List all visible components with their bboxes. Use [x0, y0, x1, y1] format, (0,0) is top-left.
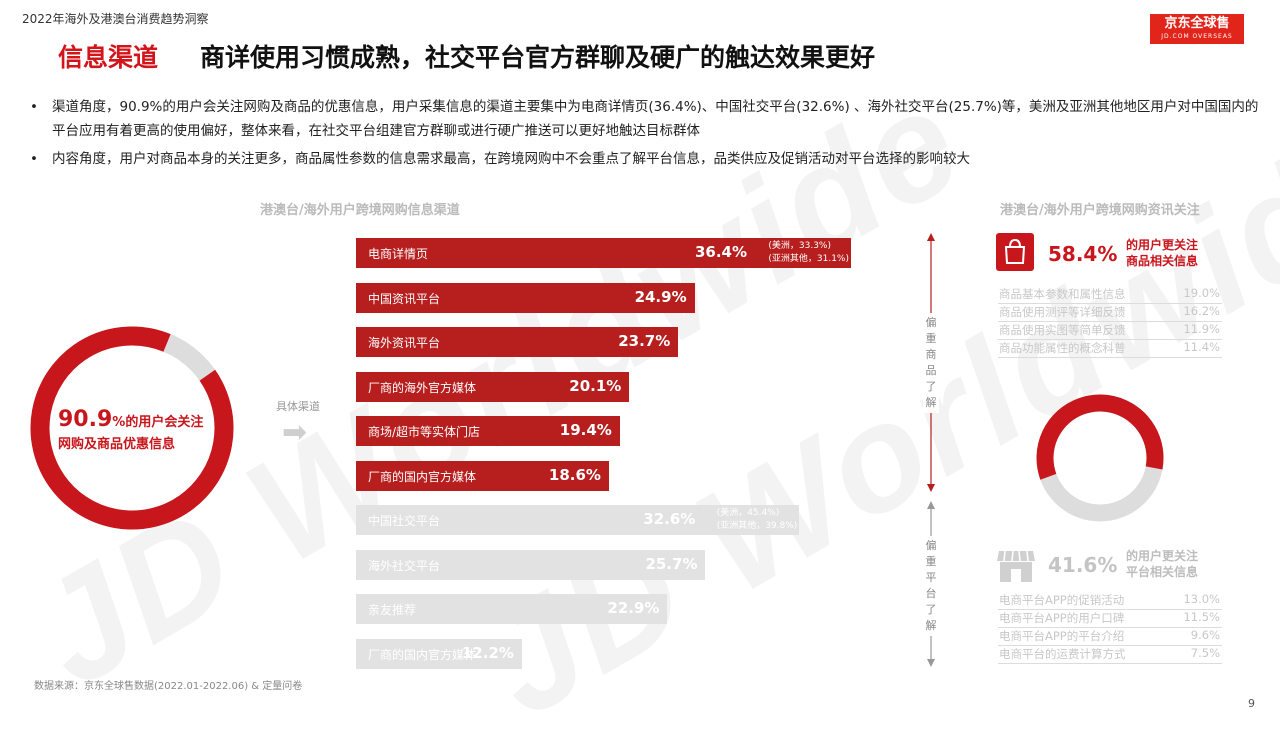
donut-percent-value: 90.9	[58, 407, 113, 432]
donut-percent-unit: %	[112, 415, 126, 430]
product-focus-desc-line2: 商品相关信息	[1126, 254, 1199, 268]
right-arrow-icon: ➡	[282, 415, 308, 450]
bullet-item: • 渠道角度，90.9%的用户会关注网购及商品的优惠信息，用户采集信息的渠道主要…	[30, 95, 1260, 143]
donut-slice-main	[30, 326, 234, 530]
row-label: 电商平台APP的平台介绍	[999, 629, 1125, 643]
group-label-platform: 偏重平台了解	[923, 536, 939, 636]
donut-center-label: 90.9%的用户会关注 网购及商品优惠信息	[58, 408, 203, 455]
side-label: 具体渠道	[276, 400, 320, 413]
product-focus-desc-line1: 的用户更关注	[1126, 238, 1199, 252]
product-focus-percent: 58.4%	[1048, 242, 1118, 266]
row-label: 商品使用测评等详细反馈	[999, 305, 1126, 319]
bullet-dot: •	[30, 99, 38, 115]
bar-chart-title: 港澳台/海外用户跨境网购信息渠道	[260, 203, 460, 218]
row-value: 9.6%	[1190, 628, 1220, 642]
info-focus-title: 港澳台/海外用户跨境网购资讯关注	[1000, 203, 1200, 218]
donut-label-line1: 的用户会关注	[125, 415, 204, 430]
platform-focus-desc-line1: 的用户更关注	[1126, 549, 1199, 563]
platform-focus-percent: 41.6%	[1048, 553, 1118, 577]
page-title-tag: 信息渠道	[58, 43, 159, 72]
row-label: 商品基本参数和属性信息	[999, 287, 1126, 301]
bullet-text: 内容角度，用户对商品本身的关注更多，商品属性参数的信息需求最高，在跨境网购中不会…	[52, 151, 970, 167]
page-number: 9	[1248, 697, 1255, 710]
product-info-row: 商品基本参数和属性信息 19.0%	[998, 286, 1222, 304]
platform-info-row: 电商平台APP的促销活动 13.0%	[998, 592, 1222, 610]
row-value: 11.4%	[1183, 340, 1220, 354]
product-focus-desc: 的用户更关注 商品相关信息	[1126, 237, 1198, 269]
donut-slice-main	[1036, 394, 1164, 522]
row-label: 商品使用实图等简单反馈	[999, 323, 1126, 337]
storefront-icon	[996, 547, 1036, 585]
bullet-text: 渠道角度，90.9%的用户会关注网购及商品的优惠信息，用户采集信息的渠道主要集中…	[52, 99, 1259, 139]
page-title: 商详使用习惯成熟，社交平台官方群聊及硬广的触达效果更好	[200, 43, 876, 72]
platform-focus-desc-line2: 平台相关信息	[1126, 565, 1199, 579]
logo-main-text: 京东全球售	[1164, 16, 1230, 31]
donut-chart-svg	[30, 326, 1164, 530]
platform-focus-desc: 的用户更关注 平台相关信息	[1126, 548, 1198, 580]
product-info-row: 商品使用测评等详细反馈 16.2%	[998, 304, 1222, 322]
product-info-row: 商品使用实图等简单反馈 11.9%	[998, 322, 1222, 340]
platform-info-row: 电商平台的运费计算方式 7.5%	[998, 646, 1222, 664]
row-label: 商品功能属性的概念科普	[999, 341, 1126, 355]
row-label: 电商平台APP的促销活动	[999, 593, 1125, 607]
brand-logo: 京东全球售 JD.COM OVERSEAS	[1150, 14, 1244, 44]
row-label: 电商平台APP的用户口碑	[999, 611, 1125, 625]
report-title: 2022年海外及港澳台消费趋势洞察	[22, 12, 209, 26]
row-value: 13.0%	[1183, 592, 1220, 606]
logo-sub-text: JD.COM OVERSEAS	[1161, 33, 1233, 40]
row-value: 11.9%	[1183, 322, 1220, 336]
row-value: 7.5%	[1190, 646, 1220, 660]
bullet-item: • 内容角度，用户对商品本身的关注更多，商品属性参数的信息需求最高，在跨境网购中…	[30, 147, 1260, 171]
platform-info-row: 电商平台APP的用户口碑 11.5%	[998, 610, 1222, 628]
bullet-dot: •	[30, 151, 38, 167]
group-label-product: 偏重商品了解	[923, 313, 939, 413]
row-value: 19.0%	[1183, 286, 1220, 300]
row-value: 16.2%	[1183, 304, 1220, 318]
shopping-bag-icon	[996, 233, 1034, 271]
data-source: 数据来源：京东全球售数据(2022.01-2022.06) & 定量问卷	[34, 681, 303, 692]
donut-label-line2: 网购及商品优惠信息	[58, 437, 176, 452]
row-value: 11.5%	[1183, 610, 1220, 624]
row-label: 电商平台的运费计算方式	[999, 647, 1126, 661]
platform-info-row: 电商平台APP的平台介绍 9.6%	[998, 628, 1222, 646]
product-info-row: 商品功能属性的概念科普 11.4%	[998, 340, 1222, 358]
